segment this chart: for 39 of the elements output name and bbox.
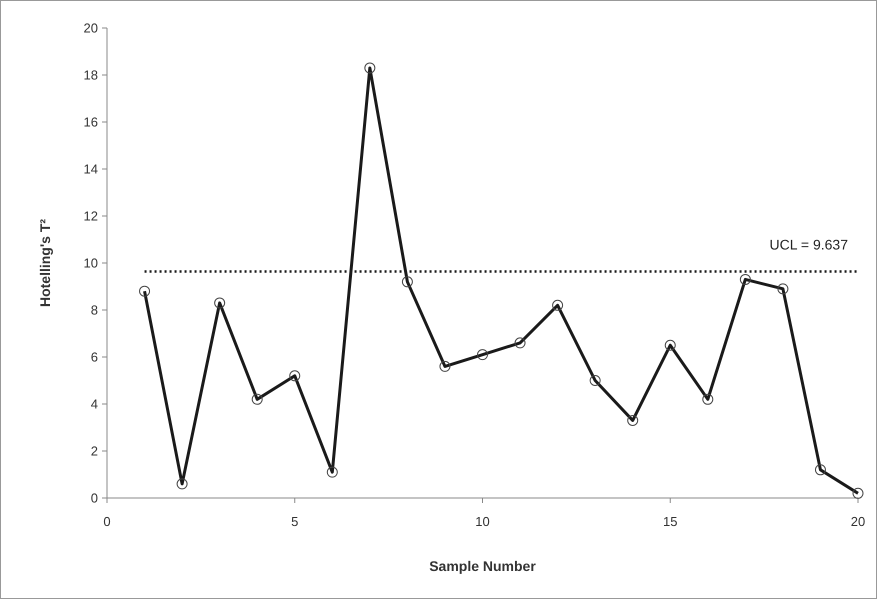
x-tick-label: 10 bbox=[475, 514, 490, 529]
point bbox=[852, 488, 864, 499]
x-tick-label: 20 bbox=[850, 514, 866, 529]
y-tick-label: 16 bbox=[84, 114, 98, 130]
y-tick-label: 6 bbox=[90, 350, 98, 365]
point bbox=[439, 360, 450, 372]
x-axis-title: Sample Number bbox=[429, 558, 536, 574]
y-tick-label: 12 bbox=[84, 208, 98, 224]
ref-line-label: UCL = 9.637 bbox=[770, 236, 848, 253]
point bbox=[627, 414, 638, 426]
y-tick-label: 8 bbox=[90, 302, 98, 318]
point bbox=[477, 349, 488, 360]
y-tick-label: 18 bbox=[84, 68, 98, 83]
y-tick-label: 20 bbox=[84, 20, 98, 36]
point bbox=[814, 464, 826, 476]
point bbox=[326, 466, 338, 478]
point bbox=[139, 286, 150, 297]
y-tick-label: 4 bbox=[90, 396, 98, 412]
point bbox=[552, 300, 564, 311]
point bbox=[214, 297, 226, 308]
y-tick-label: 2 bbox=[90, 444, 98, 459]
point bbox=[777, 283, 788, 294]
point bbox=[590, 375, 601, 386]
point bbox=[289, 370, 300, 382]
point bbox=[176, 478, 188, 490]
point bbox=[364, 62, 376, 74]
point bbox=[664, 340, 676, 351]
x-tick-label: 5 bbox=[291, 514, 298, 529]
point bbox=[702, 394, 714, 405]
y-axis-title: Hotelling's T² bbox=[37, 218, 53, 308]
x-tick-label: 15 bbox=[663, 514, 678, 529]
x-tick-label: 0 bbox=[103, 514, 111, 529]
point bbox=[514, 337, 526, 348]
point bbox=[402, 276, 413, 288]
point bbox=[252, 394, 263, 405]
point bbox=[740, 274, 751, 285]
y-tick-label: 0 bbox=[90, 490, 98, 506]
y-tick-label: 10 bbox=[84, 256, 98, 271]
y-tick-label: 14 bbox=[84, 162, 98, 177]
